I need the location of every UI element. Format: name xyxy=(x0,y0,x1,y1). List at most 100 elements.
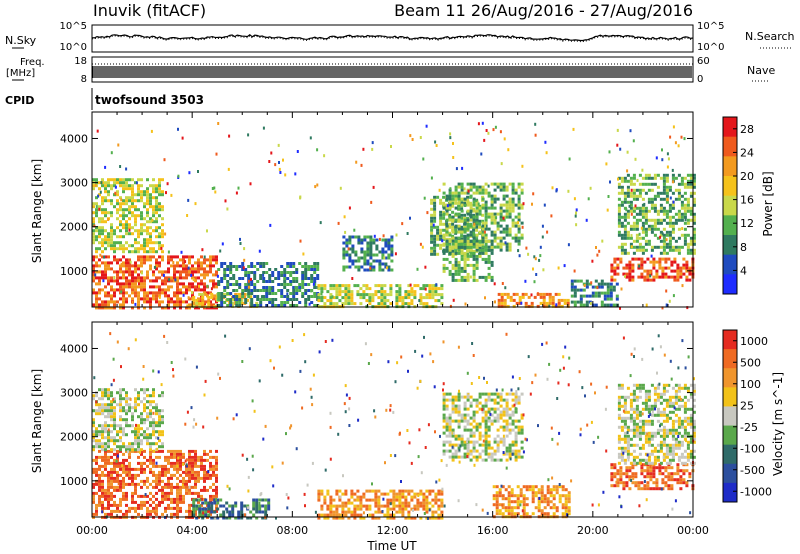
heatmap-cell xyxy=(656,221,660,225)
heatmap-cell xyxy=(475,254,479,258)
heatmap-cell xyxy=(448,206,452,210)
heatmap-cell xyxy=(194,455,197,459)
heatmap-cell xyxy=(143,288,146,292)
heatmap-cell xyxy=(434,510,438,514)
heatmap-cell xyxy=(304,283,308,286)
heatmap-cell xyxy=(463,401,467,405)
heatmap-cell xyxy=(469,248,473,252)
heatmap-cell xyxy=(122,494,125,498)
heatmap-cell xyxy=(484,296,486,300)
heatmap-cell xyxy=(125,276,128,280)
heatmap-cell xyxy=(428,516,432,520)
heatmap-cell xyxy=(460,201,464,205)
heatmap-cell xyxy=(92,267,95,271)
heatmap-cell xyxy=(107,211,110,215)
heatmap-cell xyxy=(128,476,131,480)
heatmap-cell xyxy=(389,516,393,520)
heatmap-cell xyxy=(502,230,506,234)
heatmap-cell xyxy=(431,504,435,508)
heatmap-cell xyxy=(137,229,140,233)
heatmap-cell xyxy=(632,227,636,231)
heatmap-cell xyxy=(146,291,149,295)
heatmap-cell xyxy=(437,492,441,496)
heatmap-cell xyxy=(662,227,666,231)
heatmap-cell xyxy=(200,282,203,286)
heatmap-cell xyxy=(229,262,233,265)
heatmap-cell xyxy=(240,507,244,511)
heatmap-cell xyxy=(448,434,452,438)
heatmap-cell xyxy=(206,476,209,480)
heatmap-cell xyxy=(119,270,122,274)
heatmap-cell xyxy=(442,269,446,273)
heatmap-cell xyxy=(143,193,146,197)
heatmap-cell xyxy=(686,233,690,237)
heatmap-cell xyxy=(134,294,137,298)
heatmap-cell xyxy=(583,284,586,287)
heatmap-cell xyxy=(134,238,137,242)
heatmap-cell xyxy=(371,293,375,297)
heatmap-cell xyxy=(445,209,449,213)
heatmap-cell xyxy=(177,127,179,131)
heatmap-cell xyxy=(503,298,507,302)
heatmap-cell xyxy=(217,295,221,298)
heatmap-cell xyxy=(116,509,119,513)
heatmap-cell xyxy=(255,498,259,502)
heatmap-cell xyxy=(131,250,134,254)
heatmap-cell xyxy=(128,452,131,456)
heatmap-cell xyxy=(308,302,311,306)
heatmap-cell xyxy=(256,298,260,301)
heatmap-cell xyxy=(469,209,473,213)
heatmap-cell xyxy=(289,280,293,283)
heatmap-cell xyxy=(515,292,519,296)
heatmap-cell xyxy=(437,293,441,297)
heatmap-cell xyxy=(131,273,134,277)
heatmap-cell xyxy=(122,470,125,474)
heatmap-cell xyxy=(659,191,663,195)
heatmap-cell xyxy=(466,239,470,243)
heatmap-cell xyxy=(590,281,593,285)
heatmap-cell xyxy=(347,287,351,291)
heatmap-cell xyxy=(463,266,467,270)
heatmap-cell xyxy=(155,261,158,265)
heatmap-cell xyxy=(149,424,152,428)
heatmap-cell xyxy=(167,303,170,307)
heatmap-cell xyxy=(176,449,179,453)
heatmap-cell xyxy=(368,287,372,291)
heatmap-cell xyxy=(478,275,482,279)
heatmap-cell xyxy=(155,211,158,215)
heatmap-cell xyxy=(517,200,521,204)
heatmap-cell xyxy=(650,197,654,201)
heatmap-cell xyxy=(623,191,627,195)
heatmap-cell xyxy=(484,257,488,261)
heatmap-cell xyxy=(131,297,134,301)
heatmap-cell xyxy=(451,395,455,399)
heatmap-cell xyxy=(107,436,110,440)
heatmap-cell xyxy=(258,504,262,508)
heatmap-cell xyxy=(652,263,656,267)
heatmap-cell xyxy=(685,266,689,270)
heatmap-cell xyxy=(98,193,101,197)
heatmap-cell xyxy=(313,265,317,268)
heatmap-cell xyxy=(463,245,467,249)
heatmap-cell xyxy=(369,235,373,239)
heatmap-cell xyxy=(499,182,503,186)
heatmap-cell xyxy=(481,121,484,125)
heatmap-cell xyxy=(635,218,639,222)
heatmap-cell xyxy=(445,206,449,210)
heatmap-cell xyxy=(597,285,601,289)
heatmap-cell xyxy=(335,513,339,517)
heatmap-cell xyxy=(617,245,621,249)
heatmap-cell xyxy=(677,212,681,216)
heatmap-cell xyxy=(454,452,458,456)
heatmap-cell xyxy=(347,507,351,511)
heatmap-cell xyxy=(223,301,227,304)
heatmap-cell xyxy=(125,503,128,507)
heatmap-cell xyxy=(466,195,470,199)
heatmap-cell xyxy=(179,455,182,459)
heatmap-cell xyxy=(176,276,179,280)
heatmap-cell xyxy=(140,421,143,425)
heatmap-cell xyxy=(517,239,521,243)
heatmap-cell xyxy=(671,215,675,219)
heatmap-cell xyxy=(220,262,224,265)
heatmap-cell xyxy=(104,196,107,200)
